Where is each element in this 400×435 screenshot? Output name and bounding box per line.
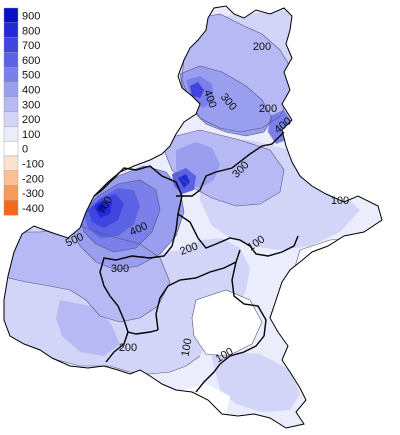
legend-label: 600 [22, 55, 40, 67]
fill-class-600-700-north [190, 82, 204, 98]
province-border [155, 249, 241, 331]
legend-label: 0 [22, 144, 28, 156]
contour-line [191, 289, 263, 357]
legend-swatch [3, 81, 19, 98]
legend-label: 100 [22, 129, 40, 141]
legend-label: -300 [22, 188, 44, 200]
province-borders [93, 131, 299, 393]
contour-line [4, 225, 171, 323]
region-boundary [3, 5, 383, 429]
legend: 900 800 700 600 500 400 300 200 100 0 -100 -200 -300… [3, 7, 44, 216]
fill-class-800-900 [98, 204, 106, 212]
legend-swatch [3, 66, 19, 83]
legend-label: -400 [22, 203, 44, 215]
contour-value-label: 100 [180, 337, 195, 357]
contour-line [69, 165, 185, 271]
legend-label: 800 [22, 25, 40, 37]
legend-swatch [3, 185, 19, 201]
province-border [177, 213, 299, 257]
province-border [93, 165, 183, 335]
contour-value-label: 400 [201, 88, 219, 109]
legend-swatch [3, 170, 19, 186]
legend-label: -100 [22, 159, 44, 171]
province-border [176, 131, 285, 197]
legend-swatch [3, 140, 19, 157]
legend-swatch [3, 111, 19, 127]
contour-line [159, 129, 285, 207]
legend-swatch [3, 126, 19, 142]
legend-label: 300 [22, 99, 40, 111]
contour-line [293, 237, 382, 301]
fill-class-100-200-south [210, 350, 300, 412]
contour-value-label: 200 [253, 41, 271, 53]
legend-swatch [3, 96, 19, 112]
legend-label: -200 [22, 173, 44, 185]
legend-swatch [3, 7, 19, 24]
contour-value-label: 200 [259, 103, 277, 115]
province-border [219, 261, 267, 365]
contour-value-label: 200 [178, 240, 199, 258]
contour-line [181, 13, 293, 133]
legend-label: 700 [22, 40, 40, 52]
contour-value-label: 100 [331, 195, 349, 207]
legend-label: 500 [22, 70, 40, 82]
legend-swatch [3, 22, 19, 38]
province-border [195, 363, 221, 393]
legend-label: 200 [22, 114, 40, 126]
legend-swatch [3, 37, 19, 53]
legend-swatch [3, 200, 19, 216]
fill-class-200-300-west [56, 300, 120, 356]
legend-swatch [3, 52, 19, 68]
province-border [105, 331, 129, 363]
legend-label: 400 [22, 85, 40, 97]
contour-value-label: 300 [111, 263, 129, 275]
legend-swatch [3, 155, 19, 172]
fill-class-0-100-pocket-south [192, 290, 262, 356]
legend-label: 900 [22, 11, 40, 23]
contour-value-label: 200 [119, 342, 137, 354]
contour-line [79, 179, 161, 253]
